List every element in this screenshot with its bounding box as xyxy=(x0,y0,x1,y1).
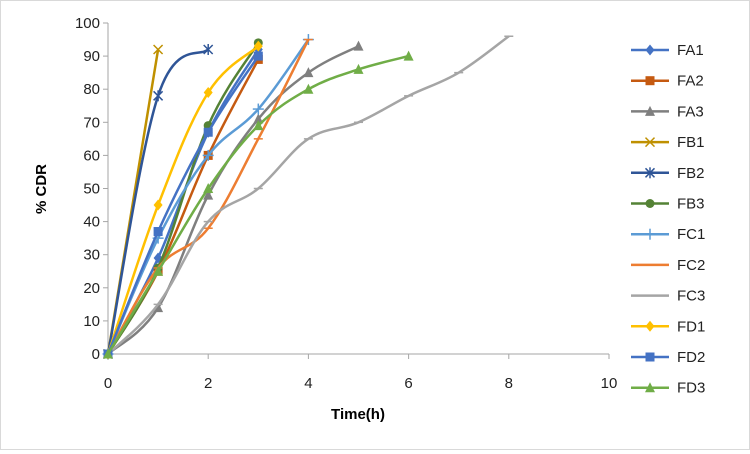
data-point-fd3 xyxy=(153,265,164,276)
data-point-fc1 xyxy=(252,103,264,115)
legend-label: FD1 xyxy=(677,318,705,335)
data-point-fb2 xyxy=(153,90,164,102)
legend-marker xyxy=(645,76,655,86)
data-point-fd3 xyxy=(253,120,264,131)
legend-item-fd3: FD3 xyxy=(631,380,705,397)
legend-label: FC1 xyxy=(677,226,705,243)
series-fa1 xyxy=(103,43,263,360)
y-tick-label: 100 xyxy=(75,15,100,32)
data-point-fa3 xyxy=(253,113,264,124)
legend-marker xyxy=(645,105,655,116)
legend: FA1 FA2 FA3 FB1 FB2 FB3 FC1 FC2 FC3 FD1 FD2 FD3 xyxy=(631,42,705,397)
data-point-fd3 xyxy=(103,348,113,359)
legend-marker xyxy=(645,199,655,208)
legend-label: FB3 xyxy=(677,196,705,213)
data-point-fd3 xyxy=(353,63,364,74)
x-axis: 0 2 4 6 8 10 xyxy=(104,353,618,392)
legend-item-fb3: FB3 xyxy=(631,196,705,213)
data-point-fb1 xyxy=(153,44,164,55)
legend-marker xyxy=(644,137,656,148)
legend-marker xyxy=(645,44,655,56)
legend-item-fc1: FC1 xyxy=(631,226,705,243)
legend-label: FD2 xyxy=(677,349,705,366)
y-axis: 0 10 20 30 40 50 60 70 80 90 100 xyxy=(75,15,109,363)
data-point-fd3 xyxy=(303,83,314,94)
x-tick-label: 4 xyxy=(304,375,312,392)
series-line-fb2 xyxy=(106,48,210,355)
y-tick-label: 10 xyxy=(83,313,100,330)
series-fd1 xyxy=(103,40,263,360)
series-fa2 xyxy=(103,54,263,359)
x-axis-title: Time(h) xyxy=(331,406,385,423)
data-point-fa3 xyxy=(203,189,214,200)
y-tick-label: 70 xyxy=(83,114,100,131)
legend-item-fb1: FB1 xyxy=(631,134,705,151)
legend-marker xyxy=(645,320,655,332)
marker-stroke xyxy=(153,44,164,55)
data-point-fd2 xyxy=(153,227,163,237)
data-point-fd2 xyxy=(203,127,213,137)
legend-marker xyxy=(645,382,655,393)
series-lines xyxy=(102,34,514,360)
legend-item-fd1: FD1 xyxy=(631,318,705,335)
data-point-fd3 xyxy=(203,183,214,193)
legend-label: FD3 xyxy=(677,380,705,397)
y-tick-label: 50 xyxy=(83,181,100,198)
y-tick-label: 60 xyxy=(83,147,100,164)
legend-label: FA2 xyxy=(677,73,704,90)
x-tick-label: 6 xyxy=(404,375,412,392)
data-point-fd1 xyxy=(153,199,163,211)
x-tick-label: 0 xyxy=(104,375,112,392)
data-point-fc1 xyxy=(202,149,214,161)
legend-item-fa2: FA2 xyxy=(631,73,704,90)
legend-marker xyxy=(645,352,655,362)
legend-marker xyxy=(644,167,656,179)
legend-item-fc2: FC2 xyxy=(631,257,705,274)
y-tick-label: 80 xyxy=(83,81,100,98)
data-point-fd3 xyxy=(403,50,414,61)
y-axis-title: % CDR xyxy=(33,164,50,214)
y-tick-label: 40 xyxy=(83,214,100,231)
y-tick-label: 0 xyxy=(92,346,100,363)
legend-item-fa1: FA1 xyxy=(631,42,704,59)
legend-label: FC3 xyxy=(677,288,705,305)
y-tick-label: 20 xyxy=(83,280,100,297)
y-tick-label: 30 xyxy=(83,247,100,264)
series-line-fd2 xyxy=(106,55,260,355)
data-point-fd2 xyxy=(253,51,263,61)
legend-label: FC2 xyxy=(677,257,705,274)
y-tick-label: 90 xyxy=(83,48,100,65)
legend-item-fa3: FA3 xyxy=(631,103,704,120)
legend-item-fb2: FB2 xyxy=(631,165,705,182)
data-point-fa3 xyxy=(153,302,164,313)
legend-label: FB1 xyxy=(677,134,705,151)
legend-label: FA3 xyxy=(677,103,704,120)
data-point-fa3 xyxy=(303,67,314,78)
x-tick-label: 2 xyxy=(204,375,212,392)
legend-marker xyxy=(644,228,656,240)
data-point-fb2 xyxy=(203,43,214,55)
data-point-fa3 xyxy=(353,40,364,51)
series-fc3 xyxy=(103,35,514,355)
x-tick-label: 10 xyxy=(601,375,618,392)
x-tick-label: 8 xyxy=(505,375,513,392)
legend-item-fc3: FC3 xyxy=(631,288,705,305)
legend-label: FB2 xyxy=(677,165,705,182)
series-line-fc3 xyxy=(107,35,510,355)
series-fd3 xyxy=(103,50,414,359)
series-line-fd1 xyxy=(106,45,260,355)
marker-stroke xyxy=(644,137,656,148)
legend-label: FA1 xyxy=(677,42,704,59)
legend-item-fd2: FD2 xyxy=(631,349,705,366)
data-point-fd1 xyxy=(203,87,213,99)
